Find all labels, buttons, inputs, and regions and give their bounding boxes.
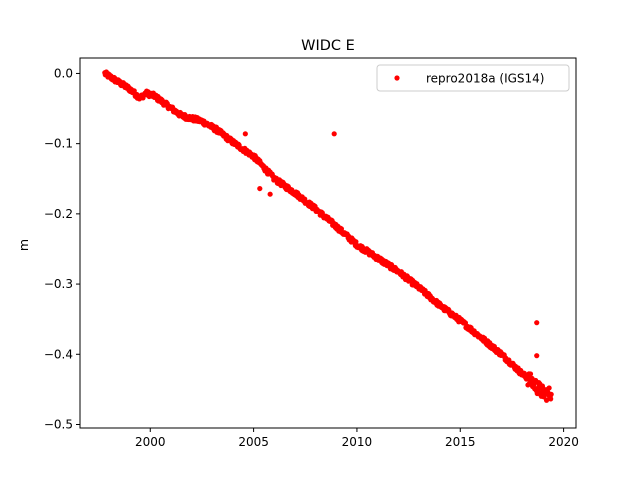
- data-point: [527, 371, 534, 377]
- outlier-point: [267, 191, 273, 197]
- y-tick-label: −0.1: [44, 137, 73, 151]
- y-axis-label: m: [16, 239, 31, 251]
- legend-label: repro2018a (IGS14): [426, 72, 544, 86]
- data-point: [546, 385, 552, 391]
- axis-ticks: 2000 2005 2010 2015 2020 0.0 −0.1 −0.2 −0.3 −0.4 −…: [44, 66, 579, 449]
- data-point: [548, 391, 554, 397]
- outlier-point: [534, 320, 540, 326]
- plot-frame: [79, 57, 577, 429]
- x-tick-label: 2005: [238, 435, 269, 449]
- x-tick-label: 2000: [135, 435, 166, 449]
- chart-title: WIDC E: [301, 38, 355, 54]
- data-point: [353, 239, 359, 245]
- legend: repro2018a (IGS14): [376, 64, 570, 92]
- x-tick-label: 2015: [445, 435, 476, 449]
- y-tick-label: −0.2: [44, 207, 73, 221]
- data-points: [102, 69, 554, 403]
- data-point: [548, 396, 554, 402]
- outlier-point: [257, 185, 263, 192]
- x-tick-label: 2020: [548, 435, 579, 449]
- data-point: [543, 397, 550, 403]
- y-tick-label: −0.5: [44, 417, 73, 431]
- outlier-point: [534, 353, 540, 359]
- y-tick-label: 0.0: [54, 66, 73, 80]
- y-tick-label: −0.4: [44, 347, 73, 361]
- x-tick-label: 2010: [342, 435, 373, 449]
- legend-box: [376, 64, 570, 92]
- outlier-point: [242, 131, 248, 137]
- y-tick-label: −0.3: [44, 277, 73, 291]
- outlier-point: [331, 131, 337, 137]
- legend-marker: [394, 75, 400, 81]
